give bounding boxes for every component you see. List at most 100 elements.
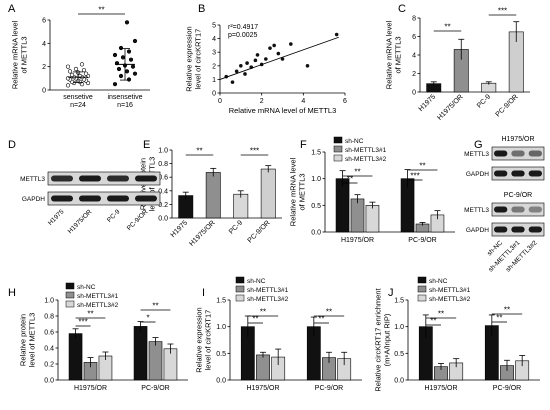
F-y-tick-label: 0.5 xyxy=(311,203,321,210)
G-row-label: GAPDH xyxy=(466,227,489,234)
G-band xyxy=(511,170,525,177)
I-y-label: level of circKRT17 xyxy=(204,310,213,371)
D-row-label: GAPDH xyxy=(22,196,45,203)
B-point xyxy=(276,51,281,56)
A-point xyxy=(128,57,134,62)
B-x-tick-label: 0 xyxy=(218,98,222,105)
E-sig-label: ** xyxy=(196,147,202,156)
F-sig-label: ** xyxy=(419,162,425,171)
C-y-tick-label: 2 xyxy=(412,71,416,78)
A-point xyxy=(67,69,73,74)
B-point xyxy=(264,57,268,61)
F-legend-label: sh-METTL3#1 xyxy=(345,147,387,154)
A-point xyxy=(65,83,71,88)
H-sig-label: ** xyxy=(152,302,158,311)
H-y-tick-label: 0.2 xyxy=(44,362,54,369)
B-y-label: Relative expression xyxy=(185,26,194,91)
C-x-tick-label: PC-9 xyxy=(476,93,492,109)
D-band xyxy=(79,175,101,182)
B-annotation: p=0.0025 xyxy=(228,32,257,39)
H-legend-swatch xyxy=(65,291,75,299)
A-y-tick-label: 0 xyxy=(42,88,46,95)
A-point xyxy=(124,20,130,25)
A-point xyxy=(124,69,130,74)
J-y-tick-label: 1.0 xyxy=(394,324,404,331)
B-point xyxy=(289,42,293,46)
B-point xyxy=(253,58,258,63)
F-legend-swatch xyxy=(333,136,343,144)
I-sig-label: ** xyxy=(260,308,266,317)
F-bar xyxy=(350,198,365,233)
J-y-tick-label: 0.5 xyxy=(394,351,404,358)
G-band xyxy=(494,170,508,177)
H-legend-swatch xyxy=(65,282,75,290)
E-x-tick-label: H1975 xyxy=(170,219,190,239)
H-sig-label: ** xyxy=(87,310,93,319)
D-band xyxy=(51,195,73,202)
C-y-tick-label: 6 xyxy=(412,34,416,41)
H-bar xyxy=(133,326,148,381)
F-y-tick-label: 1.5 xyxy=(311,150,321,157)
I-bar xyxy=(256,354,270,381)
B-x-tick-label: 4 xyxy=(301,98,305,105)
panel-letter-C: C xyxy=(398,3,406,15)
D-column-label: PC-9 xyxy=(106,208,122,224)
B-fit-line xyxy=(219,36,339,80)
G-band xyxy=(511,226,525,233)
D-band xyxy=(107,175,129,182)
A-x-tick-label: n=24 xyxy=(70,102,86,109)
B-y-tick-label: 0 xyxy=(212,91,216,98)
B-y-label: level of circKRT17 xyxy=(194,29,203,90)
G-row-label: METTL3 xyxy=(464,151,489,158)
I-y-label: Relative expression xyxy=(195,307,204,372)
C-x-tick-label: H1975 xyxy=(418,93,438,113)
J-legend-swatch xyxy=(417,294,427,302)
panel-letter-H: H xyxy=(8,287,16,299)
panel-letter-I: I xyxy=(202,287,205,299)
G-title-top: H1975/OR xyxy=(501,136,534,143)
F-sig-label: *** xyxy=(410,172,419,181)
C-y-tick-label: 8 xyxy=(412,16,416,23)
A-y-label: Relative mRNA level xyxy=(11,20,20,89)
H-bar xyxy=(68,333,83,381)
J-legend-swatch xyxy=(417,285,427,293)
G-band xyxy=(528,150,542,157)
D-band xyxy=(135,195,157,202)
I-legend-swatch xyxy=(235,276,245,284)
H-bar xyxy=(148,341,163,381)
G-band xyxy=(528,170,542,177)
F-legend-swatch xyxy=(333,154,343,162)
C-y-label: Relative mRNA level xyxy=(385,20,394,89)
E-y-tick-label: 0.8 xyxy=(158,161,168,168)
H-y-tick-label: 0.4 xyxy=(44,346,54,353)
H-y-label: level of METTL3 xyxy=(28,313,37,368)
F-legend-label: sh-METTL3#2 xyxy=(345,156,387,163)
J-y-label: (m⁶A/Input RIP) xyxy=(383,313,392,366)
J-sig-label: ** xyxy=(504,306,510,315)
A-x-tick-label: sensetive xyxy=(63,94,93,101)
E-y-tick-label: 0.6 xyxy=(158,175,168,182)
C-x-tick-label: H1975/OR xyxy=(436,93,464,121)
D-blot-strip xyxy=(47,191,161,206)
C-y-label: of METTL3 xyxy=(394,36,403,73)
panel-letter-B: B xyxy=(198,3,205,15)
I-legend-swatch xyxy=(235,294,245,302)
B-x-tick-label: 2 xyxy=(260,98,264,105)
A-point xyxy=(83,71,89,76)
A-point xyxy=(112,82,118,87)
A-point xyxy=(69,72,75,77)
panel-letter-G: G xyxy=(474,139,483,151)
D-band xyxy=(107,195,129,202)
A-point xyxy=(73,66,79,72)
D-band xyxy=(79,195,101,202)
F-y-label: Relative mRNA level xyxy=(289,157,298,226)
B-point xyxy=(255,53,260,57)
D-blot-strip xyxy=(47,171,161,186)
A-sig-label: ** xyxy=(98,6,104,15)
J-y-tick-label: 1.5 xyxy=(394,298,404,305)
B-y-tick-label: 1 xyxy=(212,77,216,84)
H-legend-label: sh-NC xyxy=(77,284,96,291)
A-point xyxy=(132,71,138,76)
B-point xyxy=(280,57,285,61)
I-sig-label: ** xyxy=(252,315,258,324)
